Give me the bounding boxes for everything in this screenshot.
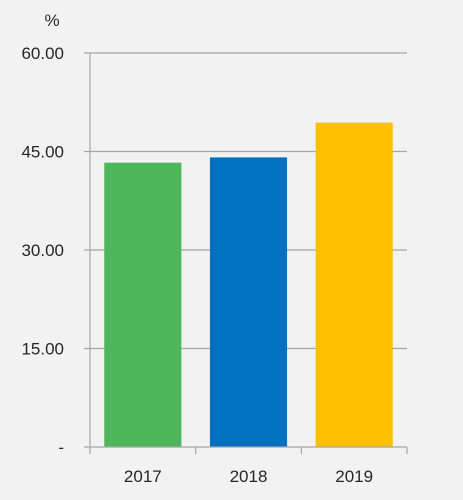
axes (84, 53, 408, 454)
bar-2017 (104, 162, 182, 447)
x-tick-label: 2019 (335, 467, 373, 486)
y-tick-label: 45.00 (21, 143, 64, 162)
x-tick-label: 2018 (230, 467, 268, 486)
y-tick-label: 60.00 (21, 44, 64, 63)
y-tick-label: - (58, 438, 64, 457)
bar-2018 (209, 157, 288, 447)
y-axis-unit-label: % (44, 11, 59, 30)
bars (104, 122, 393, 448)
y-tick-label: 15.00 (21, 340, 64, 359)
x-tick-label: 2017 (124, 467, 162, 486)
y-tick-label: 30.00 (21, 241, 64, 260)
bar-2019 (315, 122, 393, 448)
tick-labels: - 15.00 30.00 45.00 60.00 2017 2018 2019 (21, 44, 373, 486)
